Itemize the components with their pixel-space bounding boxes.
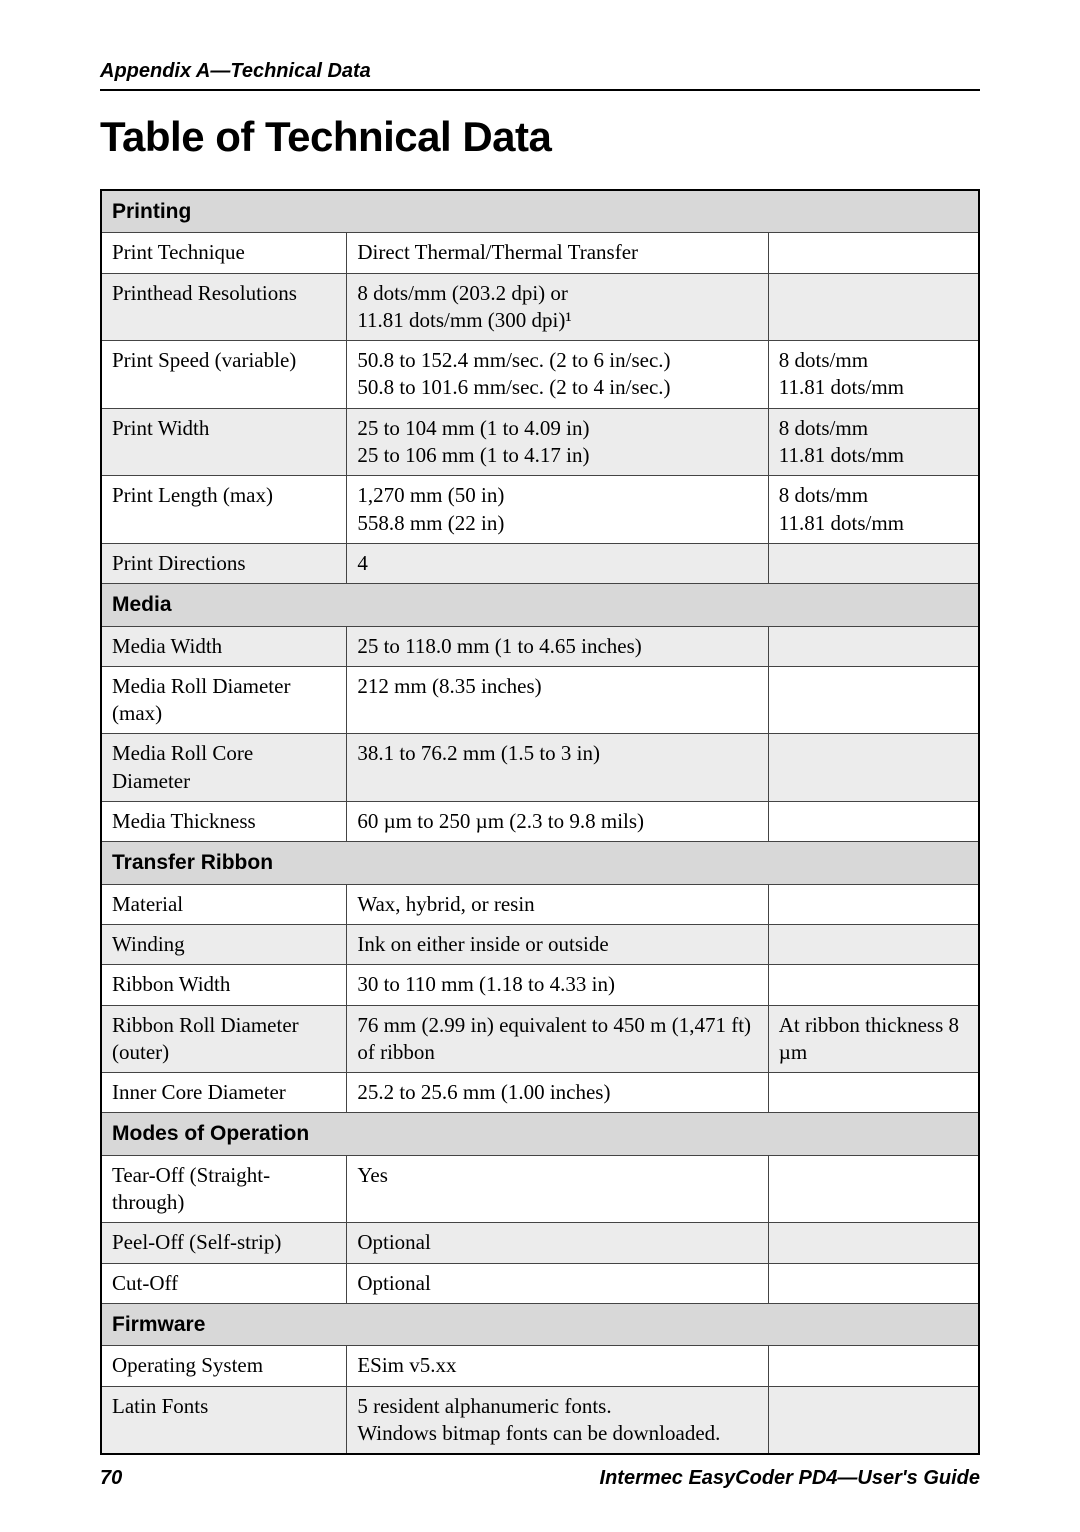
- spec-value: 4: [347, 543, 768, 583]
- spec-note: 8 dots/mm11.81 dots/mm: [768, 341, 979, 409]
- table-row: Media Roll Core Diameter38.1 to 76.2 mm …: [101, 734, 979, 802]
- spec-note: [768, 802, 979, 842]
- section-header-row: Printing: [101, 190, 979, 233]
- section-name: Transfer Ribbon: [101, 842, 979, 884]
- table-row: WindingInk on either inside or outside: [101, 924, 979, 964]
- table-row: Latin Fonts5 resident alphanumeric fonts…: [101, 1386, 979, 1454]
- spec-value: 76 mm (2.99 in) equivalent to 450 m (1,4…: [347, 1005, 768, 1073]
- spec-label: Print Length (max): [101, 476, 347, 544]
- spec-label: Media Thickness: [101, 802, 347, 842]
- spec-note: [768, 666, 979, 734]
- spec-label: Operating System: [101, 1346, 347, 1386]
- table-row: Print Width25 to 104 mm (1 to 4.09 in)25…: [101, 408, 979, 476]
- table-row: Media Thickness60 µm to 250 µm (2.3 to 9…: [101, 802, 979, 842]
- section-name: Media: [101, 584, 979, 626]
- table-row: Ribbon Roll Diameter (outer)76 mm (2.99 …: [101, 1005, 979, 1073]
- spec-value: 1,270 mm (50 in) 558.8 mm (22 in): [347, 476, 768, 544]
- spec-value: 212 mm (8.35 inches): [347, 666, 768, 734]
- spec-value: Direct Thermal/Thermal Transfer: [347, 233, 768, 273]
- section-name: Printing: [101, 190, 979, 233]
- spec-label: Peel-Off (Self-strip): [101, 1223, 347, 1263]
- doc-title: Intermec EasyCoder PD4—User's Guide: [600, 1467, 980, 1490]
- spec-value: ESim v5.xx: [347, 1346, 768, 1386]
- spec-label: Print Technique: [101, 233, 347, 273]
- spec-label: Inner Core Diameter: [101, 1073, 347, 1113]
- spec-label: Ribbon Width: [101, 965, 347, 1005]
- spec-label: Media Roll Core Diameter: [101, 734, 347, 802]
- table-row: Peel-Off (Self-strip)Optional: [101, 1223, 979, 1263]
- spec-value: 60 µm to 250 µm (2.3 to 9.8 mils): [347, 802, 768, 842]
- spec-note: [768, 965, 979, 1005]
- spec-value: 5 resident alphanumeric fonts.Windows bi…: [347, 1386, 768, 1454]
- spec-note: [768, 924, 979, 964]
- table-row: Printhead Resolutions8 dots/mm (203.2 dp…: [101, 273, 979, 341]
- spec-label: Ribbon Roll Diameter (outer): [101, 1005, 347, 1073]
- table-row: Media Width25 to 118.0 mm (1 to 4.65 inc…: [101, 626, 979, 666]
- section-header-row: Transfer Ribbon: [101, 842, 979, 884]
- section-name: Firmware: [101, 1303, 979, 1345]
- spec-note: [768, 233, 979, 273]
- spec-label: Latin Fonts: [101, 1386, 347, 1454]
- spec-note: [768, 734, 979, 802]
- spec-note: [768, 1073, 979, 1113]
- spec-value: 50.8 to 152.4 mm/sec. (2 to 6 in/sec.)50…: [347, 341, 768, 409]
- spec-label: Winding: [101, 924, 347, 964]
- spec-value: Ink on either inside or outside: [347, 924, 768, 964]
- spec-note: [768, 884, 979, 924]
- table-row: Ribbon Width30 to 110 mm (1.18 to 4.33 i…: [101, 965, 979, 1005]
- page-number: 70: [100, 1467, 122, 1490]
- spec-note: [768, 1263, 979, 1303]
- spec-note: At ribbon thickness 8 µm: [768, 1005, 979, 1073]
- table-row: Inner Core Diameter25.2 to 25.6 mm (1.00…: [101, 1073, 979, 1113]
- spec-label: Print Directions: [101, 543, 347, 583]
- spec-note: [768, 1223, 979, 1263]
- table-row: Print Directions4: [101, 543, 979, 583]
- table-row: Operating SystemESim v5.xx: [101, 1346, 979, 1386]
- spec-note: [768, 1155, 979, 1223]
- spec-note: 8 dots/mm11.81 dots/mm: [768, 408, 979, 476]
- spec-label: Material: [101, 884, 347, 924]
- spec-value: 25.2 to 25.6 mm (1.00 inches): [347, 1073, 768, 1113]
- spec-note: 8 dots/mm11.81 dots/mm: [768, 476, 979, 544]
- section-header-row: Firmware: [101, 1303, 979, 1345]
- spec-value: Optional: [347, 1263, 768, 1303]
- spec-value: Yes: [347, 1155, 768, 1223]
- page-header: Appendix A—Technical Data: [100, 60, 980, 91]
- spec-label: Printhead Resolutions: [101, 273, 347, 341]
- tech-data-table: PrintingPrint TechniqueDirect Thermal/Th…: [100, 189, 980, 1455]
- spec-label: Print Speed (variable): [101, 341, 347, 409]
- spec-value: 30 to 110 mm (1.18 to 4.33 in): [347, 965, 768, 1005]
- spec-label: Media Width: [101, 626, 347, 666]
- table-row: Tear-Off (Straight-through)Yes: [101, 1155, 979, 1223]
- table-row: MaterialWax, hybrid, or resin: [101, 884, 979, 924]
- section-name: Modes of Operation: [101, 1113, 979, 1155]
- spec-note: [768, 1386, 979, 1454]
- spec-label: Tear-Off (Straight-through): [101, 1155, 347, 1223]
- table-row: Cut-OffOptional: [101, 1263, 979, 1303]
- spec-note: [768, 1346, 979, 1386]
- spec-value: Wax, hybrid, or resin: [347, 884, 768, 924]
- spec-note: [768, 626, 979, 666]
- spec-value: Optional: [347, 1223, 768, 1263]
- spec-label: Media Roll Diameter (max): [101, 666, 347, 734]
- table-row: Print TechniqueDirect Thermal/Thermal Tr…: [101, 233, 979, 273]
- page-footer: 70 Intermec EasyCoder PD4—User's Guide: [100, 1467, 980, 1490]
- section-header-row: Media: [101, 584, 979, 626]
- spec-label: Cut-Off: [101, 1263, 347, 1303]
- table-row: Print Speed (variable)50.8 to 152.4 mm/s…: [101, 341, 979, 409]
- spec-note: [768, 273, 979, 341]
- section-header-row: Modes of Operation: [101, 1113, 979, 1155]
- page-title: Table of Technical Data: [100, 113, 980, 161]
- table-row: Media Roll Diameter (max)212 mm (8.35 in…: [101, 666, 979, 734]
- spec-value: 25 to 118.0 mm (1 to 4.65 inches): [347, 626, 768, 666]
- table-row: Print Length (max)1,270 mm (50 in) 558.8…: [101, 476, 979, 544]
- spec-value: 25 to 104 mm (1 to 4.09 in)25 to 106 mm …: [347, 408, 768, 476]
- spec-value: 8 dots/mm (203.2 dpi) or11.81 dots/mm (3…: [347, 273, 768, 341]
- spec-label: Print Width: [101, 408, 347, 476]
- spec-value: 38.1 to 76.2 mm (1.5 to 3 in): [347, 734, 768, 802]
- spec-note: [768, 543, 979, 583]
